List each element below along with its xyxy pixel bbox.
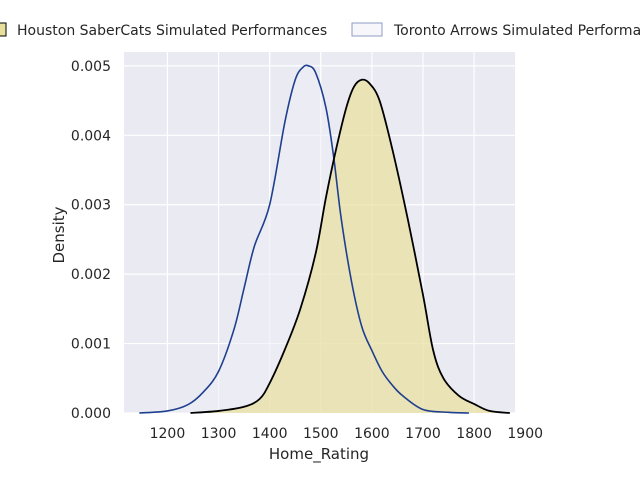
legend-label-houston: Houston SaberCats Simulated Performances <box>17 23 327 39</box>
x-tick-label: 1400 <box>252 426 288 442</box>
y-tick-label: 0.000 <box>71 406 111 422</box>
y-tick-label: 0.002 <box>71 267 111 283</box>
x-axis-label: Home_Rating <box>269 445 369 464</box>
x-tick-label: 1900 <box>507 426 543 442</box>
density-line-toronto <box>139 64 470 414</box>
density-line-houston <box>190 78 510 414</box>
density-lines <box>139 64 510 414</box>
y-tick-label: 0.001 <box>71 337 111 353</box>
x-tick-label: 1200 <box>150 426 186 442</box>
y-tick-labels: 0.000 0.001 0.002 0.003 0.004 0.005 <box>71 59 111 422</box>
legend-label-toronto: Toronto Arrows Simulated Performances <box>393 23 640 39</box>
x-tick-label: 1500 <box>303 426 339 442</box>
y-tick-label: 0.003 <box>71 198 111 214</box>
legend-swatch-toronto <box>351 22 383 37</box>
legend-swatch-houston <box>0 22 7 37</box>
y-axis-label: Density <box>50 206 68 263</box>
y-tick-label: 0.005 <box>71 59 111 75</box>
x-tick-label: 1800 <box>456 426 492 442</box>
x-tick-label: 1300 <box>201 426 237 442</box>
density-area-toronto <box>139 65 469 413</box>
density-area-houston <box>190 79 510 414</box>
x-tick-labels: 1200 1300 1400 1500 1600 1700 1800 1900 <box>150 426 543 442</box>
density-areas <box>139 65 510 414</box>
x-tick-label: 1600 <box>354 426 390 442</box>
legend: Houston SaberCats Simulated Performances… <box>0 22 640 39</box>
x-tick-label: 1700 <box>405 426 441 442</box>
y-tick-label: 0.004 <box>71 128 111 144</box>
